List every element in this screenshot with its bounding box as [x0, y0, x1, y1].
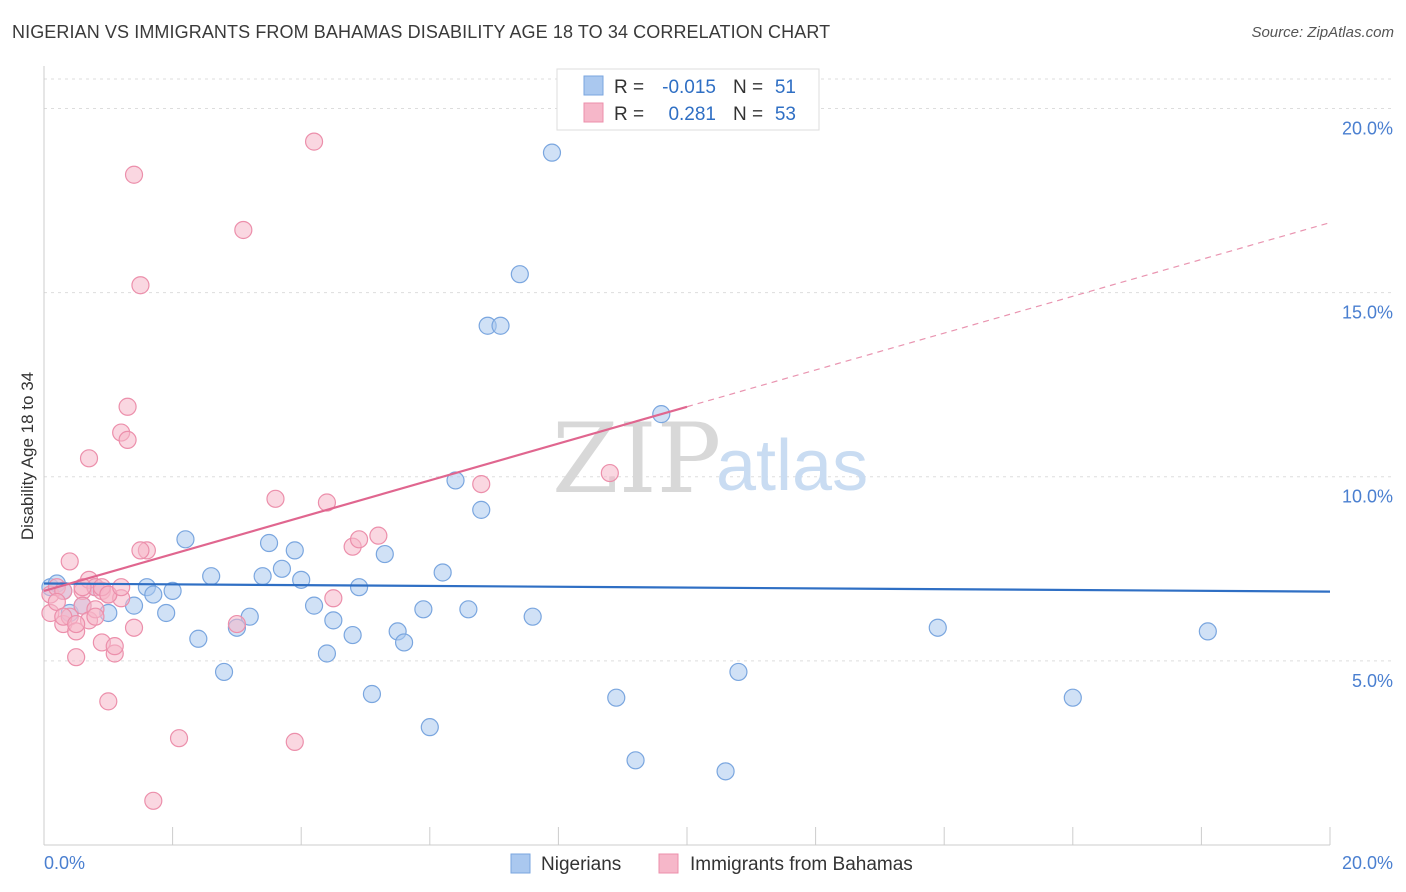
bahamas-point	[144, 791, 163, 810]
watermark-zip: ZIP	[552, 403, 721, 515]
nigerians-point	[1063, 688, 1082, 707]
legend-r-value-1: -0.015	[662, 77, 716, 98]
nigerians-point	[510, 265, 529, 284]
bahamas-point	[67, 648, 86, 667]
bahamas-point	[600, 463, 619, 483]
nigerians-point	[202, 567, 221, 586]
bahamas-point	[131, 541, 150, 560]
bahamas-point	[99, 692, 118, 711]
y-tick-label: 15.0%	[1342, 303, 1393, 323]
bahamas-point	[118, 430, 137, 450]
trend-lines	[43, 222, 1331, 593]
y-tick-labels: 5.0% 10.0% 15.0% 20.0%	[1342, 118, 1393, 690]
nigerians-point	[394, 633, 414, 652]
nigerians-trend-line	[43, 582, 1331, 593]
nigerians-point	[253, 567, 272, 586]
legend-n-value-2: 53	[775, 104, 796, 125]
bahamas-point	[285, 732, 304, 751]
bahamas-trend-line-extension	[686, 222, 1331, 408]
nigerians-point	[317, 644, 337, 663]
bahamas-point	[124, 618, 144, 637]
legend-n-label-1: N =	[733, 77, 763, 98]
nigerians-point	[414, 600, 433, 619]
nigerians-point	[420, 718, 439, 737]
y-tick-label: 5.0%	[1352, 671, 1393, 691]
correlation-legend: R = -0.015 N = 51 R = 0.281 N = 53	[556, 68, 820, 131]
legend-swatch-bahamas	[583, 102, 604, 123]
legend-r-value-2: 0.281	[668, 104, 716, 125]
bahamas-point	[131, 276, 150, 295]
bahamas-point	[266, 489, 285, 508]
bahamas-point	[234, 220, 253, 240]
bahamas-trend-line	[43, 405, 688, 592]
nigerians-point	[343, 625, 362, 645]
nigerians-point	[285, 541, 304, 560]
nigerians-point	[163, 581, 182, 600]
nigerians-point	[928, 618, 947, 637]
axes	[43, 66, 1331, 846]
nigerians-point	[214, 662, 234, 682]
nigerians-point	[144, 585, 163, 604]
nigerians-point	[304, 596, 324, 615]
series-legend-swatch-bahamas	[658, 853, 679, 874]
bahamas-point	[324, 589, 343, 608]
nigerians-point	[349, 578, 369, 597]
nigerians-point	[542, 143, 562, 162]
grid-lines	[44, 78, 1393, 662]
nigerians-point	[157, 603, 176, 623]
bahamas-point	[169, 729, 189, 748]
bahamas-point	[60, 552, 79, 571]
nigerians-point	[375, 544, 394, 564]
bahamas-point	[67, 614, 86, 634]
bahamas-point	[86, 607, 105, 626]
nigerians-point	[259, 533, 279, 553]
y-tick-label: 20.0%	[1342, 118, 1393, 138]
nigerians-point	[176, 530, 195, 549]
nigerians-point	[189, 629, 208, 648]
legend-n-value-1: 51	[775, 77, 796, 98]
nigerians-point	[523, 607, 542, 626]
chart-title: NIGERIAN VS IMMIGRANTS FROM BAHAMAS DISA…	[12, 22, 831, 42]
y-axis-title: Disability Age 18 to 34	[18, 372, 37, 540]
nigerians-point	[459, 600, 478, 619]
series-legend-label-nigerians: Nigerians	[541, 854, 621, 875]
legend-r-label-2: R =	[614, 104, 644, 125]
legend-swatch-nigerians	[583, 75, 604, 96]
legend-r-label-1: R =	[614, 77, 644, 98]
bahamas-point	[369, 526, 388, 545]
bahamas-point	[112, 578, 131, 597]
nigerians-point	[607, 688, 626, 707]
bahamas-point	[227, 614, 246, 634]
bahamas-point	[79, 449, 99, 468]
legend-n-label-2: N =	[733, 104, 763, 125]
y-tick-label: 10.0%	[1342, 487, 1393, 507]
nigerians-point	[491, 316, 510, 335]
nigerians-point	[626, 751, 645, 770]
nigerians-point	[272, 559, 292, 578]
bahamas-point	[349, 530, 369, 549]
bahamas-point	[124, 165, 144, 184]
x-tick-label-min: 0.0%	[44, 853, 85, 873]
bahamas-point	[105, 637, 124, 656]
watermark: ZIP atlas	[552, 403, 868, 515]
bahamas-point	[472, 474, 491, 494]
series-legend-label-bahamas: Immigrants from Bahamas	[690, 854, 913, 875]
nigerians-point	[433, 563, 452, 582]
bahamas-point	[118, 397, 137, 416]
nigerians-point	[716, 762, 735, 781]
source-label: Source: ZipAtlas.com	[1251, 24, 1394, 41]
nigerians-point	[324, 611, 343, 630]
nigerians-point	[472, 500, 491, 519]
series-legend: Nigerians Immigrants from Bahamas	[510, 853, 913, 875]
series-legend-swatch-nigerians	[510, 853, 531, 874]
bahamas-point	[304, 132, 324, 151]
watermark-atlas: atlas	[716, 426, 868, 506]
nigerians-point	[1198, 622, 1217, 641]
nigerians-point	[729, 662, 748, 682]
x-tick-label-max: 20.0%	[1342, 853, 1393, 873]
nigerians-point	[362, 684, 382, 704]
